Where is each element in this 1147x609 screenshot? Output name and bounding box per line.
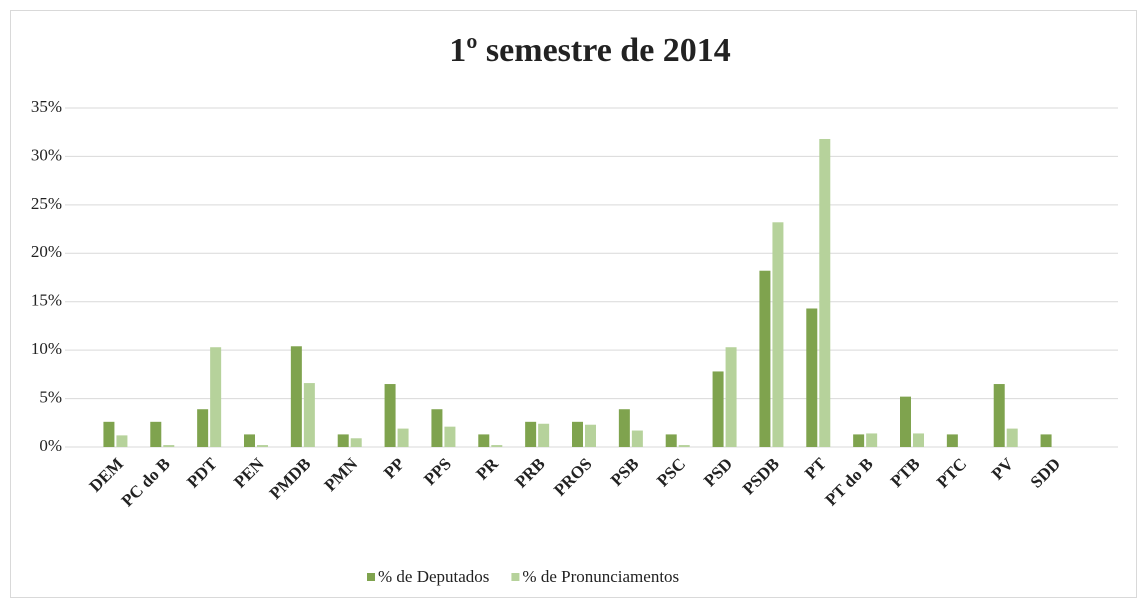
bar (678, 445, 690, 447)
bar (538, 423, 550, 447)
legend-label: % de Pronunciamentos (522, 567, 679, 586)
bar (572, 421, 583, 447)
bar (116, 435, 128, 447)
bar (946, 434, 958, 447)
bar (491, 445, 503, 447)
bar (913, 433, 924, 447)
bar (431, 409, 443, 447)
bar (772, 222, 784, 447)
bar (350, 438, 362, 447)
y-tick-label: 35% (31, 97, 62, 116)
bar (525, 421, 537, 447)
bar (1040, 434, 1052, 447)
bar (866, 433, 878, 447)
bar (631, 430, 643, 447)
y-tick-label: 5% (39, 387, 62, 406)
bar (103, 421, 115, 447)
y-tick-label: 10% (31, 339, 62, 358)
bar (759, 270, 771, 447)
bar (478, 434, 490, 447)
y-tick-label: 0% (39, 436, 62, 455)
bar (665, 434, 677, 447)
bar (444, 426, 456, 447)
bar (244, 434, 255, 447)
y-tick-label: 25% (31, 194, 62, 213)
bar (900, 396, 911, 447)
y-tick-label: 30% (31, 145, 62, 164)
bar (712, 371, 724, 447)
chart-title: 1º semestre de 2014 (449, 32, 731, 69)
bar (163, 445, 175, 447)
y-tick-label: 15% (31, 291, 62, 310)
bar (303, 383, 315, 447)
bar (585, 424, 596, 447)
bar (150, 421, 162, 447)
bar (618, 409, 630, 447)
bar (197, 409, 209, 447)
bar (384, 384, 396, 447)
legend-swatch (511, 573, 520, 581)
y-tick-label: 20% (31, 242, 62, 261)
bar (725, 347, 737, 447)
bar (1006, 428, 1018, 447)
bar (806, 308, 818, 447)
chart-frame (10, 10, 1137, 598)
legend-swatch (367, 573, 375, 581)
bar (853, 434, 865, 447)
legend-label: % de Deputados (378, 567, 489, 586)
bar (819, 138, 831, 447)
bar (210, 347, 222, 447)
bar (290, 346, 302, 447)
bar (397, 428, 409, 447)
bar (337, 434, 349, 447)
bar (993, 384, 1005, 447)
bar (257, 445, 268, 447)
